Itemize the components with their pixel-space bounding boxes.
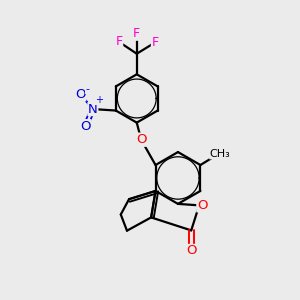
Text: F: F: [133, 27, 140, 40]
Text: N: N: [88, 103, 98, 116]
Text: O: O: [80, 120, 91, 133]
Text: O: O: [75, 88, 86, 101]
Text: O: O: [186, 244, 196, 257]
Text: O: O: [197, 199, 207, 212]
Text: +: +: [95, 94, 104, 105]
Text: F: F: [116, 35, 123, 48]
Text: O: O: [136, 133, 146, 146]
Text: F: F: [152, 36, 159, 49]
Text: CH₃: CH₃: [210, 149, 230, 159]
Text: -: -: [85, 84, 89, 94]
